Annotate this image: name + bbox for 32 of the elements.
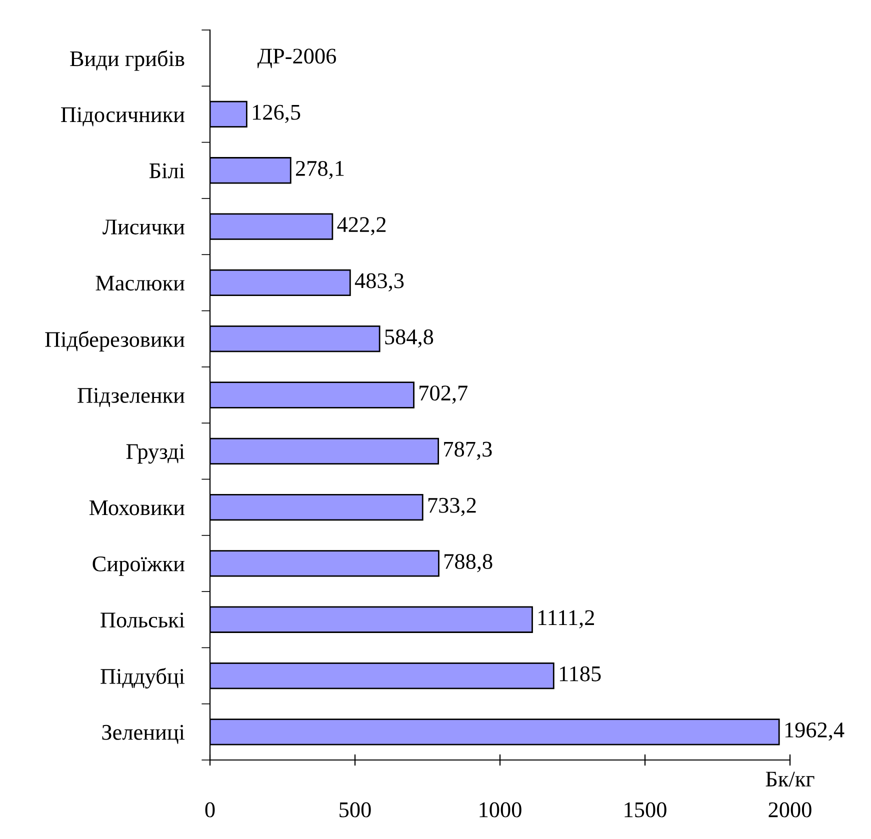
data-label: 422,2 — [337, 217, 386, 236]
x-tick-label: 1500 — [624, 802, 666, 818]
data-label: 1111,2 — [538, 610, 594, 628]
y-tick-label: Маслюки — [96, 276, 184, 291]
annotation: ДР-2006 — [257, 48, 336, 68]
data-label: 787,3 — [444, 442, 492, 460]
data-label: 702,7 — [420, 386, 468, 404]
data-label: 733,2 — [428, 498, 476, 516]
x-axis-title: Бк/кг — [766, 772, 814, 787]
data-label: 483,3 — [354, 273, 404, 292]
x-tick-label: 2000 — [768, 802, 812, 818]
data-label: 584,8 — [385, 329, 434, 348]
y-tick-label: Грузді — [126, 444, 185, 464]
y-tick-label: Лисички — [102, 220, 184, 234]
data-label: 1962,4 — [785, 722, 844, 741]
y-tick-label: Піддубці — [100, 668, 185, 689]
y-tick-label: Зелениці — [102, 724, 185, 744]
x-tick-label: 500 — [340, 802, 371, 818]
y-tick-label: Підберезовики — [45, 330, 184, 352]
data-label: 278,1 — [296, 160, 344, 180]
y-tick-label: Підосичники — [61, 107, 184, 126]
data-label: 788,8 — [444, 554, 492, 572]
data-label: 1185 — [560, 666, 601, 682]
y-tick-label: Сироїжки — [92, 556, 184, 576]
y-tick-label: Підзеленки — [78, 388, 184, 408]
y-tick-label: Моховики — [89, 500, 184, 516]
y-tick-label: Види грибів — [70, 50, 184, 71]
x-tick-label: 0 — [205, 802, 215, 818]
y-tick-label: Польські — [100, 612, 185, 628]
data-label: 126,5 — [252, 104, 300, 123]
x-tick-label: 1000 — [480, 802, 522, 818]
y-tick-label: Білі — [149, 163, 185, 178]
